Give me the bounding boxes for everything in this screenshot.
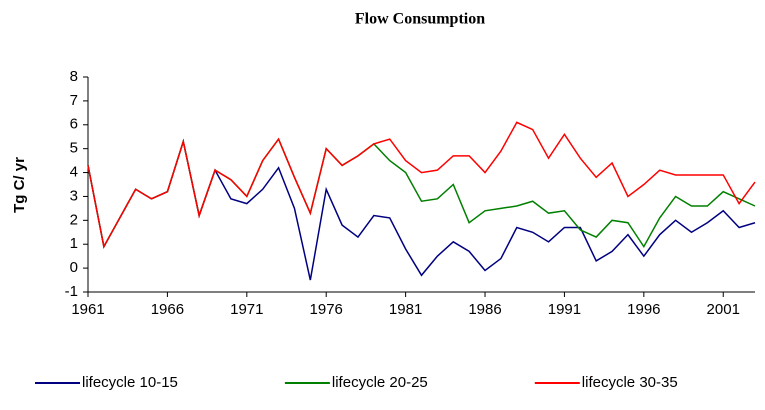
x-tick-label: 1961 xyxy=(71,301,104,318)
y-tick-label: 0 xyxy=(70,259,78,276)
y-tick-label: 4 xyxy=(70,164,78,181)
y-tick-label: 7 xyxy=(70,92,78,109)
series-line xyxy=(87,121,756,249)
x-tick-label: 1966 xyxy=(151,301,184,318)
legend-label: lifecycle 20-25 xyxy=(332,374,428,391)
y-tick-label: 1 xyxy=(70,235,78,252)
y-tick-label: 2 xyxy=(70,211,78,228)
y-tick-label: 6 xyxy=(70,116,78,133)
legend-label: lifecycle 10-15 xyxy=(82,374,178,391)
y-tick-label: -1 xyxy=(65,283,78,300)
y-tick-label: 3 xyxy=(70,187,78,204)
y-tick-label: 5 xyxy=(70,140,78,157)
x-tick-label: 1991 xyxy=(548,301,581,318)
y-axis-label: Tg C/ yr xyxy=(11,157,28,213)
chart-title: Flow Consumption xyxy=(355,11,485,28)
x-tick-label: 2001 xyxy=(707,301,740,318)
x-tick-label: 1976 xyxy=(310,301,343,318)
legend-label: lifecycle 30-35 xyxy=(582,374,678,391)
x-tick-label: 1996 xyxy=(627,301,660,318)
series-line xyxy=(87,137,756,249)
y-tick-label: 8 xyxy=(70,68,78,85)
x-tick-label: 1981 xyxy=(389,301,422,318)
x-tick-label: 1971 xyxy=(230,301,263,318)
x-tick-label: 1986 xyxy=(468,301,501,318)
